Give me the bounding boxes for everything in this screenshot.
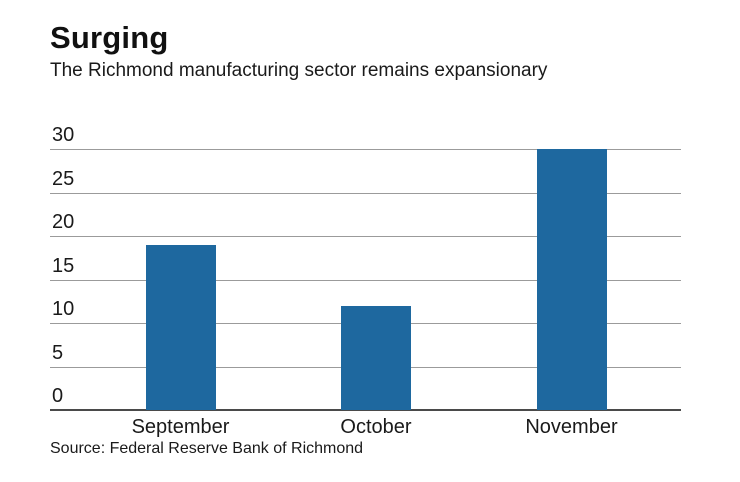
bar-september [145,244,216,410]
x-axis-baseline [50,409,681,411]
gridline-y20 [50,236,681,237]
y-tick-label-15: 15 [52,254,75,277]
y-tick-label-10: 10 [52,298,75,320]
gridline-y15 [50,279,681,281]
x-tick-label-november: November [525,416,618,438]
y-tick-label-5: 5 [52,341,64,364]
y-tick-label-20: 20 [52,211,75,233]
y-tick-label-0: 0 [52,385,64,407]
chart-subtitle: The Richmond manufacturing sector remain… [50,60,548,81]
x-tick-label-september: September [131,416,230,438]
source-note: Source: Federal Reserve Bank of Richmond [50,440,364,457]
bar-november [536,149,607,410]
y-tick-label-30: 30 [52,124,75,146]
gridline-y25 [50,192,681,194]
bar-october [341,305,411,410]
gridline-y30 [50,149,681,150]
x-tick-label-october: October [340,416,412,438]
y-tick-label-25: 25 [52,167,75,190]
chart-title: Surging [50,20,169,55]
